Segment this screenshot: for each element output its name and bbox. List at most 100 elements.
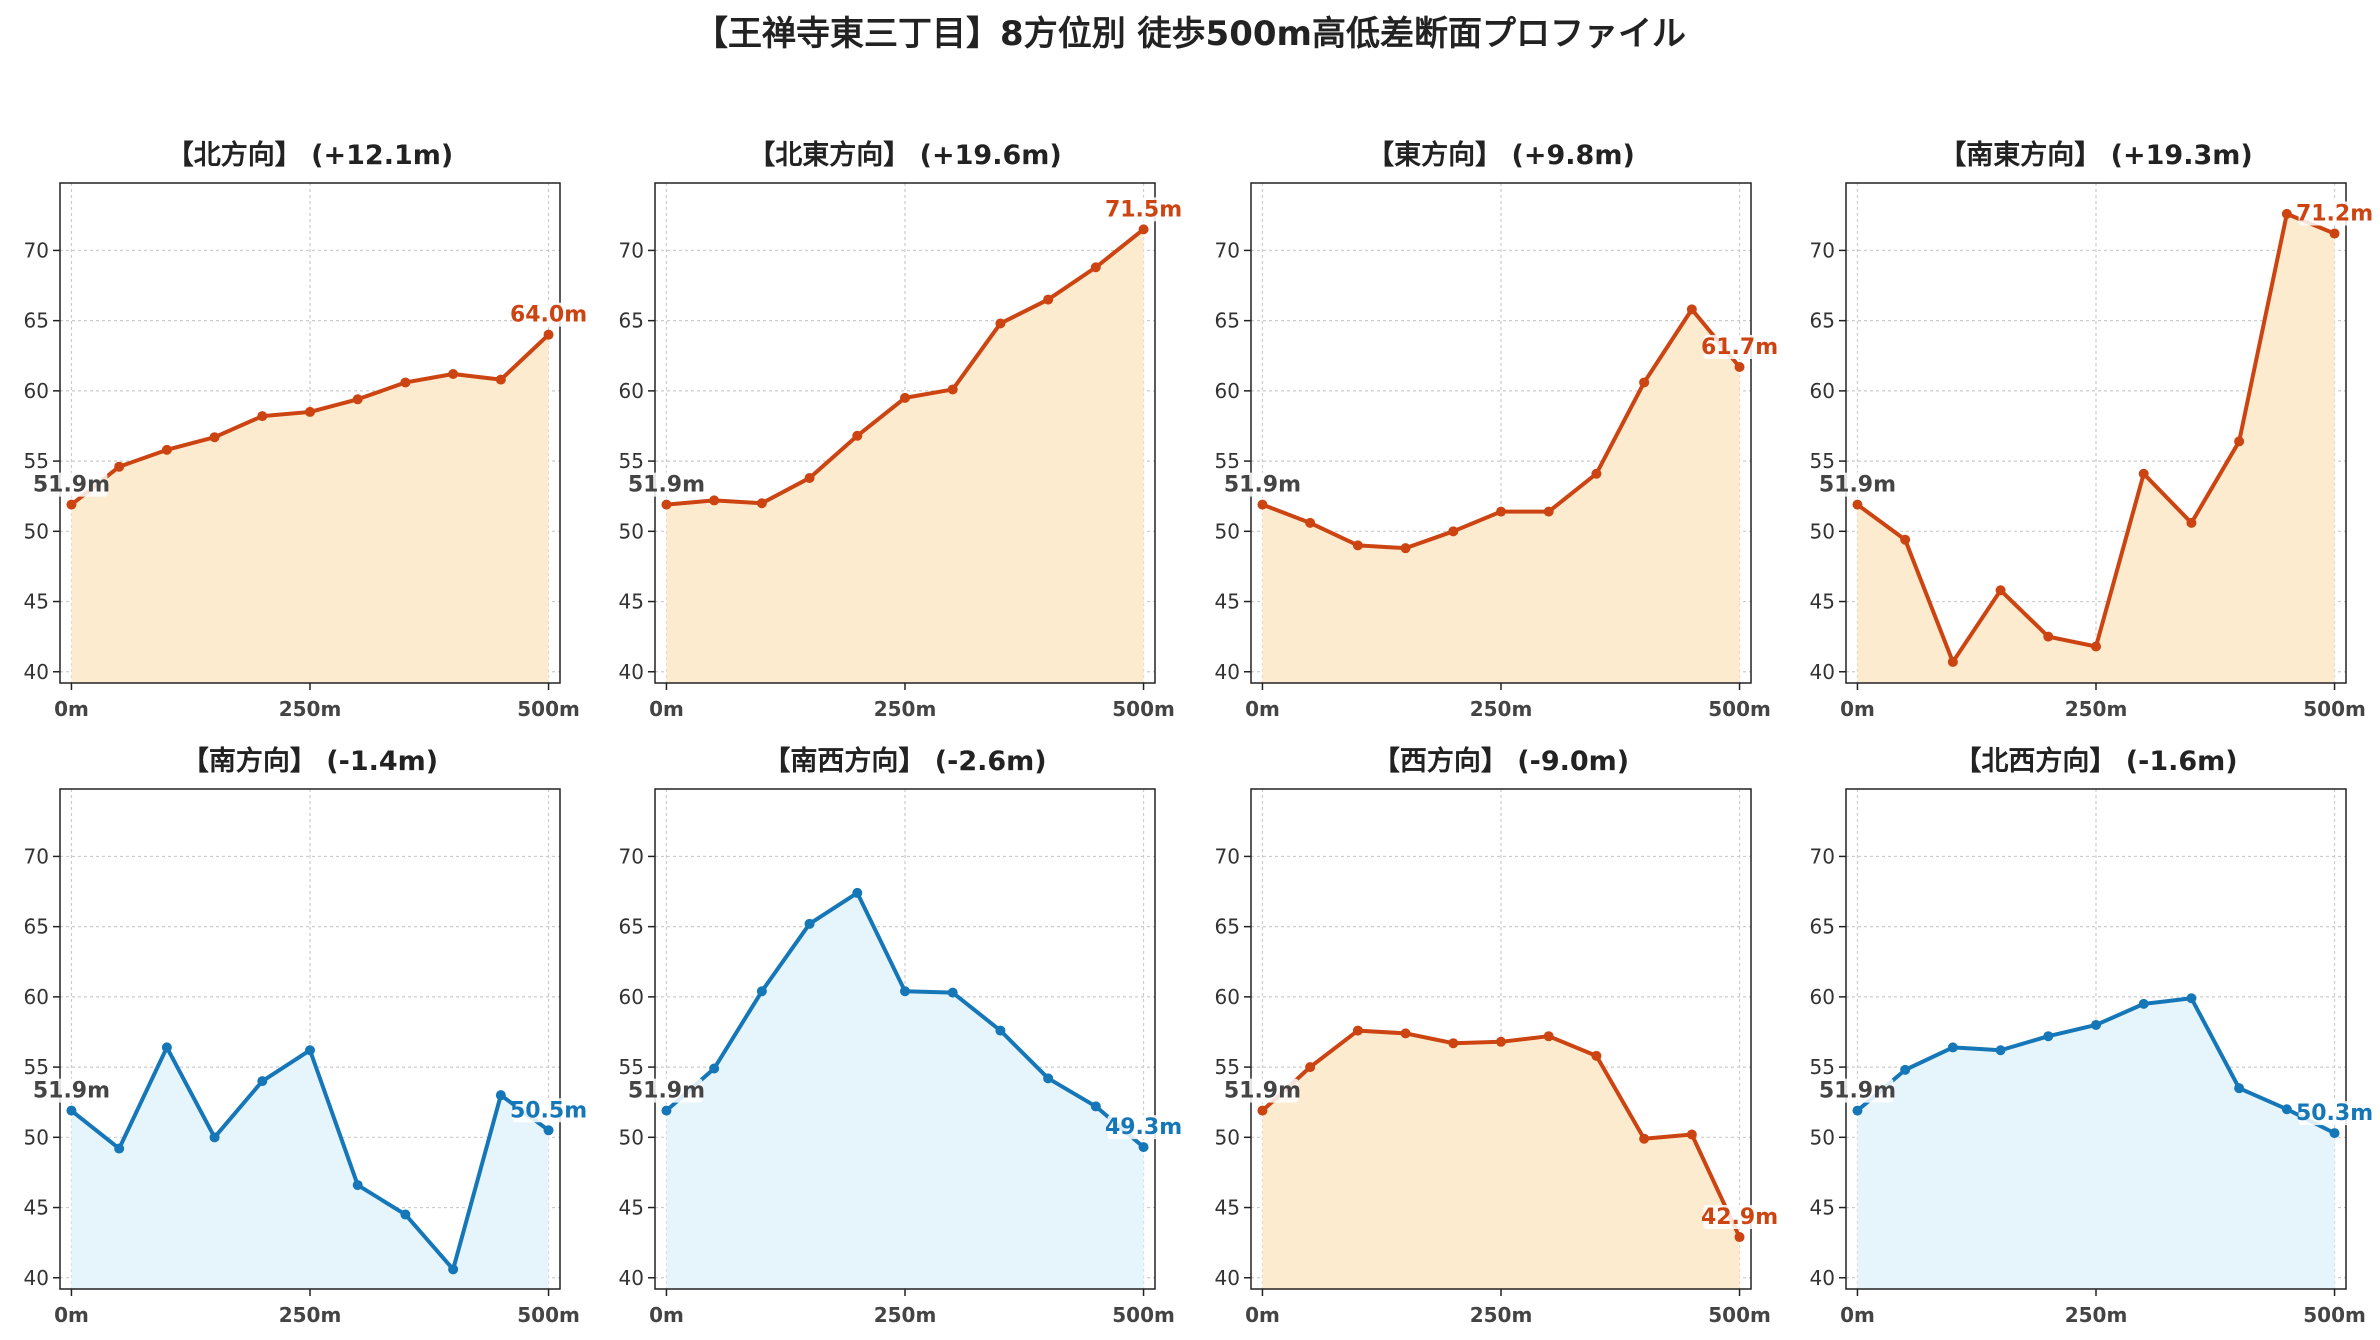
data-point [1496,1036,1506,1047]
y-tick-label: 55 [1215,1055,1240,1079]
data-point [209,432,220,443]
x-tick-label: 500m [517,1303,580,1327]
start-elevation-label: 51.9m [1819,1079,1896,1104]
x-tick-label: 0m [1245,1303,1280,1327]
panel-5: 【南西方向】 (-2.6m) 40 45 50 55 60 65 70 0m 250m 500m 51… [619,745,1183,1327]
start-label-bg [1821,472,1894,497]
x-tick-label: 0m [54,1303,89,1327]
data-point [1400,1028,1411,1039]
data-point [1591,468,1602,479]
data-point [114,1143,125,1154]
data-point [1400,543,1411,554]
y-tick-label: 55 [1810,1055,1835,1079]
y-tick-label: 60 [1810,985,1835,1009]
y-tick-label: 55 [24,449,49,473]
data-point [543,329,554,340]
data-point [1043,294,1054,305]
start-elevation-label: 51.9m [33,473,110,498]
y-tick-label: 55 [1215,449,1240,473]
data-point [1496,506,1506,517]
y-tick-label: 45 [1810,590,1835,614]
panel-4: 【南方向】 (-1.4m) 40 45 50 55 60 65 70 0m 250m 500m 51.… [24,745,588,1327]
end-label-bg [2298,201,2371,226]
end-elevation-label: 64.0m [510,303,587,328]
panel-0: 【北方向】 (+12.1m) 40 45 50 55 60 65 70 0m 250m 500m 51… [24,139,588,721]
data-point [400,377,411,388]
y-tick-label: 40 [619,660,644,684]
y-tick-label: 70 [24,238,49,262]
y-tick-label: 60 [24,379,49,403]
data-point [209,1132,220,1143]
y-tick-label: 45 [1810,1196,1835,1220]
x-tick-label: 500m [2303,1303,2366,1327]
data-point [709,495,720,506]
data-point [2281,208,2292,219]
data-point [1900,534,1911,545]
data-point [543,1125,554,1136]
x-tick-label: 500m [1112,1303,1175,1327]
y-tick-label: 40 [1810,1266,1835,1290]
data-point [852,430,863,441]
start-elevation-label: 51.9m [33,1079,110,1104]
end-elevation-label: 71.2m [2296,202,2373,227]
start-elevation-label: 51.9m [628,473,705,498]
y-tick-label: 65 [1810,915,1835,939]
panel-1: 【北東方向】 (+19.6m) 40 45 50 55 60 65 70 0m 250m 500m 5… [619,139,1183,721]
y-tick-label: 40 [1215,660,1240,684]
data-point [352,1180,363,1191]
y-tick-label: 40 [619,1266,644,1290]
panel-title: 【北西方向】 (-1.6m) [1954,745,2237,777]
y-tick-label: 40 [24,660,49,684]
data-point [448,369,459,380]
data-point [661,1105,672,1116]
end-elevation-label: 50.5m [510,1098,587,1123]
data-point [400,1209,411,1220]
y-tick-label: 55 [1810,449,1835,473]
start-label-bg [630,472,703,497]
data-point [804,472,815,483]
data-point [1639,1133,1650,1144]
y-tick-label: 55 [619,1055,644,1079]
data-point [1138,1142,1149,1153]
data-point [756,498,767,509]
data-point [305,1045,315,1056]
x-tick-label: 0m [54,697,89,721]
data-point [2186,517,2197,528]
start-label-bg [630,1078,703,1103]
data-point [995,318,1006,329]
end-elevation-label: 42.9m [1701,1205,1778,1230]
data-point [495,1090,506,1101]
x-tick-label: 500m [517,697,580,721]
data-point [1995,585,2006,596]
y-tick-label: 50 [1215,519,1240,543]
profile-area [1262,309,1740,683]
y-tick-label: 55 [619,449,644,473]
profile-area [666,229,1144,683]
data-point [1448,1038,1459,1049]
x-tick-label: 500m [1708,697,1771,721]
y-tick-label: 70 [1215,238,1240,262]
y-tick-label: 65 [1810,309,1835,333]
data-point [2281,1104,2292,1115]
y-tick-label: 65 [1215,915,1240,939]
data-point [66,1105,77,1116]
data-point [1900,1064,1911,1075]
end-label-bg [1703,334,1776,359]
y-tick-label: 50 [24,1125,49,1149]
start-label-bg [1821,1078,1894,1103]
data-point [2138,998,2149,1009]
y-tick-label: 55 [24,1055,49,1079]
data-point [2186,993,2197,1004]
data-point [66,499,77,510]
figure-title: 【王禅寺東三丁目】8方位別 徒歩500m高低差断面プロファイル [694,14,1686,54]
data-point [495,374,506,385]
start-label-bg [35,1078,108,1103]
panel-3: 【南東方向】 (+19.3m) 40 45 50 55 60 65 70 0m 250m 500m 5… [1810,139,2374,721]
panel-title: 【西方向】 (-9.0m) [1373,745,1629,777]
x-tick-label: 250m [1470,697,1533,721]
x-tick-label: 250m [874,697,937,721]
y-tick-label: 70 [619,844,644,868]
x-tick-label: 0m [649,697,684,721]
start-elevation-label: 51.9m [1819,473,1896,498]
data-point [1734,361,1745,372]
